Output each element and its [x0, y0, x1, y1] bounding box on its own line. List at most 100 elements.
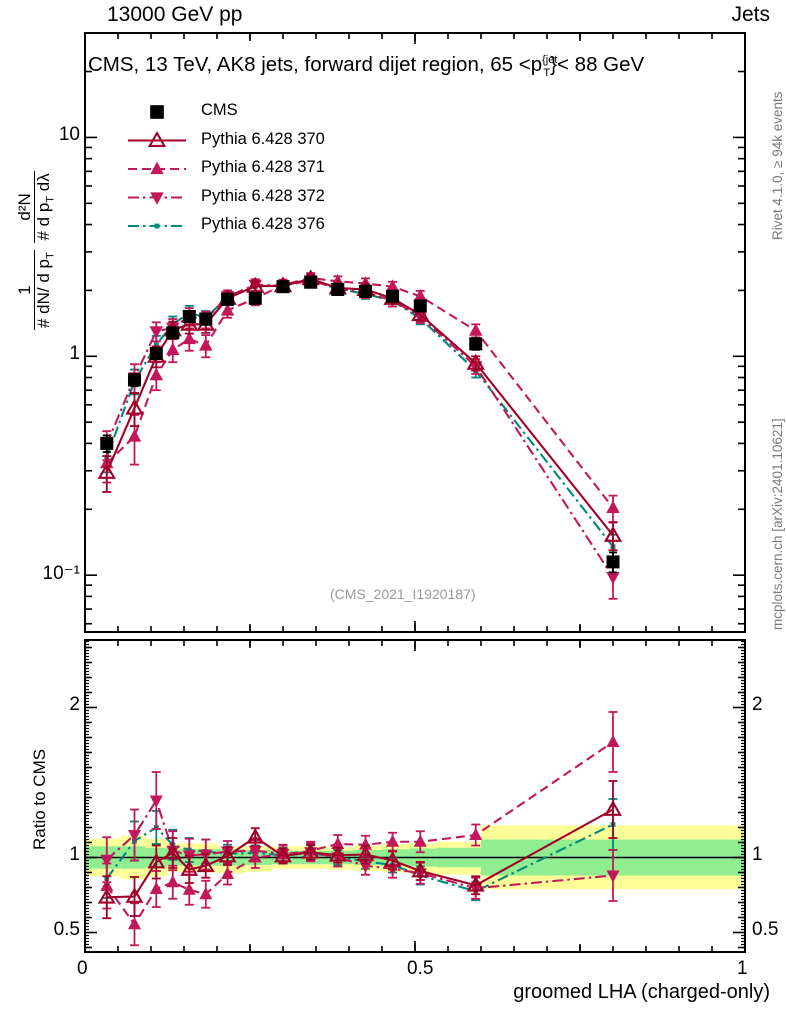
ratio-y-tick-label-left: 2 — [69, 693, 80, 715]
marker-triangle-up-filled — [127, 917, 142, 930]
ratio-series-pythia-6-428-370 — [97, 780, 622, 920]
ratio-y-tick-label-right: 0.5 — [752, 918, 779, 940]
marker-triangle-up-open — [603, 525, 623, 542]
marker-square — [304, 275, 318, 289]
marker-square — [166, 326, 180, 340]
marker-triangle-up-filled — [331, 836, 345, 849]
marker-triangle-up-filled — [358, 837, 373, 850]
marker-dot — [154, 223, 160, 229]
legend-label: Pythia 6.428 370 — [201, 129, 325, 148]
marker-triangle-up-open — [411, 305, 430, 322]
marker-triangle-down-filled — [606, 870, 620, 883]
series-pythia-6-428-372 — [100, 274, 620, 600]
marker-square — [469, 337, 483, 351]
marker-triangle-up-open — [604, 800, 622, 816]
marker-square — [127, 373, 142, 387]
legend-label: Pythia 6.428 371 — [201, 158, 325, 176]
ratio-y-tick-label-right: 1 — [752, 843, 763, 865]
ratio-line — [106, 798, 614, 890]
marker-triangle-up-filled — [469, 827, 483, 840]
x-tick-label: 1 — [737, 958, 748, 979]
legend-entry-4 — [128, 223, 186, 229]
header-analysis-category: Jets — [731, 3, 770, 26]
series-line — [105, 277, 614, 537]
series-pythia-6-428-371 — [100, 270, 620, 523]
ratio-y-tick-label-left: 1 — [69, 843, 80, 865]
series-line — [106, 276, 614, 509]
marker-triangle-up-filled — [386, 834, 400, 847]
marker-triangle-up-filled — [199, 887, 213, 900]
legend-label: Pythia 6.428 376 — [201, 215, 325, 233]
marker-triangle-down-filled — [149, 795, 163, 808]
marker-square — [199, 312, 213, 326]
legend-entry-2 — [128, 161, 186, 175]
marker-triangle-up-filled — [220, 303, 235, 316]
marker-triangle-down-filled — [149, 326, 163, 339]
main-y-tick-label: 10 — [58, 124, 80, 146]
marker-triangle-up-open — [180, 860, 199, 876]
marker-square — [182, 309, 196, 324]
legend-label: CMS — [201, 101, 238, 119]
marker-triangle-up-open — [356, 845, 375, 861]
marker-triangle-up-filled — [149, 881, 163, 894]
marker-triangle-up-open — [125, 398, 144, 415]
marker-triangle-up-open — [301, 843, 320, 859]
marker-triangle-up-open — [147, 852, 166, 869]
marker-dot — [153, 342, 159, 348]
marker-triangle-up-filled — [166, 342, 180, 355]
marker-square — [606, 555, 620, 569]
marker-triangle-up-filled — [150, 161, 164, 175]
marker-triangle-up-filled — [413, 834, 427, 847]
x-tick-label: 0 — [77, 958, 88, 979]
marker-triangle-up-open — [328, 846, 347, 862]
legend-entry-1 — [128, 131, 186, 147]
marker-triangle-up-filled — [385, 279, 400, 292]
marker-triangle-up-open — [97, 888, 116, 904]
marker-triangle-up-filled — [248, 850, 262, 863]
marker-square — [149, 346, 163, 361]
marker-triangle-up-filled — [199, 338, 213, 351]
marker-triangle-up-open — [147, 131, 167, 147]
marker-triangle-down-filled — [606, 571, 620, 585]
series-line — [105, 279, 614, 578]
marker-triangle-up-open — [163, 843, 182, 860]
marker-triangle-up-filled — [413, 288, 427, 302]
series-pythia-6-428-376 — [102, 274, 618, 562]
plot-title: CMS, 13 TeV, AK8 jets, forward dijet reg… — [88, 53, 645, 80]
ratio-line — [106, 808, 614, 899]
marker-triangle-down-filled — [127, 830, 142, 843]
marker-triangle-up-open — [97, 462, 116, 479]
marker-triangle-up-filled — [469, 323, 483, 336]
marker-triangle-up-open — [246, 276, 265, 293]
marker-triangle-up-filled — [221, 866, 235, 879]
analysis-id-watermark: (CMS_2021_I1920187) — [330, 586, 476, 602]
marker-triangle-up-open — [125, 887, 144, 903]
marker-square — [248, 291, 262, 305]
ratio-y-tick-label-right: 2 — [752, 693, 763, 715]
marker-triangle-up-open — [466, 353, 485, 370]
marker-square — [413, 299, 427, 313]
marker-triangle-up-open — [218, 846, 237, 863]
legend-entry-0 — [150, 105, 164, 119]
main-y-tick-label: 10⁻¹ — [42, 563, 81, 585]
marker-triangle-up-filled — [606, 500, 620, 513]
series-line — [105, 278, 614, 548]
ratio-line — [105, 741, 614, 927]
marker-triangle-up-open — [466, 876, 485, 892]
marker-triangle-up-open — [274, 846, 292, 863]
marker-triangle-down-filled — [100, 854, 114, 867]
header-collision-energy: 13000 GeV pp — [107, 3, 243, 26]
marker-triangle-up-filled — [606, 734, 620, 747]
marker-square — [100, 436, 114, 450]
marker-triangle-up-filled — [127, 429, 142, 442]
marker-triangle-up-open — [383, 851, 402, 867]
marker-triangle-up-filled — [182, 331, 196, 345]
x-axis-label: groomed LHA (charged-only) — [513, 981, 770, 1003]
main-plot-frame — [84, 32, 746, 633]
ratio-y-tick-label-left: 0.5 — [53, 918, 80, 940]
marker-triangle-up-filled — [166, 875, 180, 888]
marker-square — [331, 282, 345, 296]
ratio-plot-frame — [84, 639, 746, 953]
marker-square — [276, 280, 290, 294]
